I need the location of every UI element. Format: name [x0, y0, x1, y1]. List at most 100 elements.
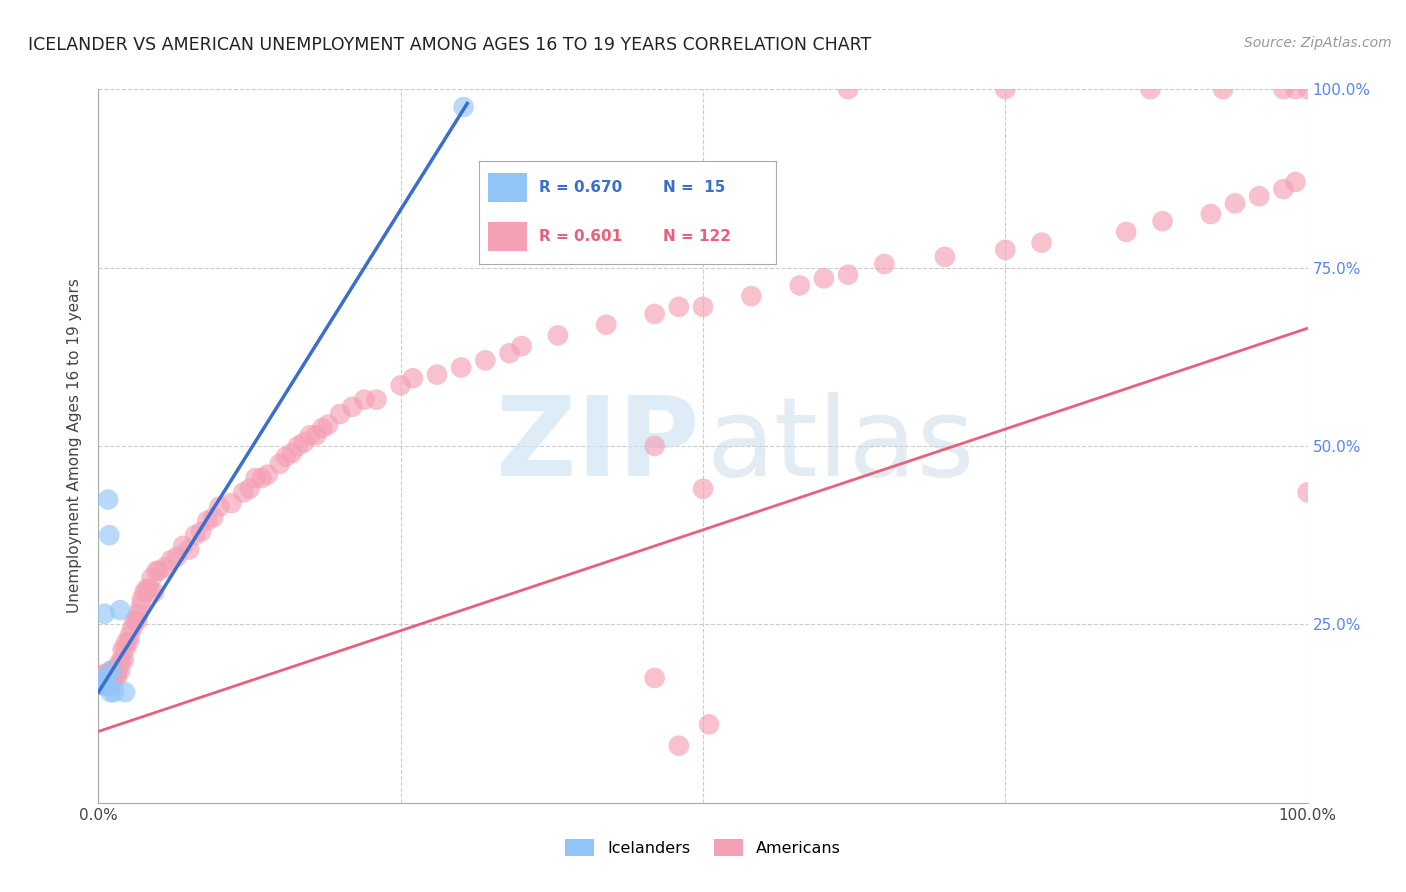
- Point: [366, 392, 388, 407]
- Point: [1212, 82, 1234, 96]
- Point: [108, 664, 131, 678]
- Point: [141, 571, 163, 585]
- Point: [100, 671, 122, 685]
- Legend: Icelanders, Americans: Icelanders, Americans: [560, 832, 846, 863]
- Point: [498, 346, 520, 360]
- Point: [135, 582, 157, 596]
- Point: [453, 100, 475, 114]
- Point: [127, 614, 149, 628]
- Point: [124, 614, 146, 628]
- Point: [100, 664, 122, 678]
- Point: [114, 642, 136, 657]
- Point: [595, 318, 617, 332]
- Point: [134, 585, 156, 599]
- Point: [97, 671, 120, 685]
- Point: [644, 307, 666, 321]
- Point: [108, 657, 131, 671]
- Point: [1199, 207, 1222, 221]
- Point: [111, 642, 134, 657]
- Point: [813, 271, 835, 285]
- Point: [97, 671, 120, 685]
- Point: [93, 607, 115, 621]
- Point: [668, 300, 690, 314]
- Point: [281, 446, 304, 460]
- Point: [402, 371, 425, 385]
- Point: [98, 667, 121, 681]
- Point: [239, 482, 262, 496]
- Point: [184, 528, 207, 542]
- Point: [1296, 82, 1319, 96]
- Point: [100, 685, 122, 699]
- Point: [91, 678, 114, 692]
- Point: [668, 739, 690, 753]
- Point: [112, 653, 135, 667]
- Point: [1284, 82, 1306, 96]
- Point: [98, 671, 121, 685]
- Point: [153, 560, 176, 574]
- Text: ZIP: ZIP: [496, 392, 699, 500]
- Point: [118, 635, 141, 649]
- Point: [94, 678, 117, 692]
- Point: [299, 428, 322, 442]
- Point: [100, 664, 122, 678]
- Point: [94, 671, 117, 685]
- Point: [208, 500, 231, 514]
- Point: [145, 564, 167, 578]
- Point: [1115, 225, 1137, 239]
- Point: [1031, 235, 1053, 250]
- Point: [644, 439, 666, 453]
- Point: [1223, 196, 1246, 211]
- Point: [305, 428, 328, 442]
- Point: [96, 667, 118, 681]
- Text: ICELANDER VS AMERICAN UNEMPLOYMENT AMONG AGES 16 TO 19 YEARS CORRELATION CHART: ICELANDER VS AMERICAN UNEMPLOYMENT AMONG…: [28, 36, 872, 54]
- Point: [692, 482, 714, 496]
- Point: [93, 671, 115, 685]
- Point: [547, 328, 569, 343]
- Point: [329, 407, 352, 421]
- Point: [1296, 485, 1319, 500]
- Point: [93, 678, 115, 692]
- Point: [1272, 82, 1295, 96]
- Point: [94, 678, 117, 692]
- Point: [121, 621, 143, 635]
- Point: [190, 524, 212, 539]
- Point: [100, 678, 122, 692]
- Point: [96, 678, 118, 692]
- Point: [103, 671, 125, 685]
- Point: [740, 289, 762, 303]
- Point: [98, 528, 121, 542]
- Point: [292, 435, 315, 450]
- Point: [474, 353, 496, 368]
- Point: [202, 510, 225, 524]
- Point: [138, 582, 160, 596]
- Point: [250, 471, 273, 485]
- Point: [96, 671, 118, 685]
- Point: [103, 664, 125, 678]
- Point: [114, 685, 136, 699]
- Point: [91, 667, 114, 681]
- Point: [160, 553, 183, 567]
- Point: [274, 450, 297, 464]
- Point: [96, 671, 118, 685]
- Point: [127, 607, 149, 621]
- Point: [91, 671, 114, 685]
- Point: [105, 664, 128, 678]
- Point: [129, 599, 152, 614]
- Point: [91, 678, 114, 692]
- Point: [166, 549, 188, 564]
- Point: [934, 250, 956, 264]
- Point: [148, 564, 170, 578]
- Point: [994, 82, 1017, 96]
- Point: [311, 421, 333, 435]
- Point: [172, 539, 194, 553]
- Point: [697, 717, 720, 731]
- Point: [389, 378, 412, 392]
- Point: [101, 671, 124, 685]
- Point: [118, 628, 141, 642]
- Point: [837, 82, 859, 96]
- Point: [179, 542, 201, 557]
- Point: [994, 243, 1017, 257]
- Point: [96, 678, 118, 692]
- Point: [97, 678, 120, 692]
- Point: [1284, 175, 1306, 189]
